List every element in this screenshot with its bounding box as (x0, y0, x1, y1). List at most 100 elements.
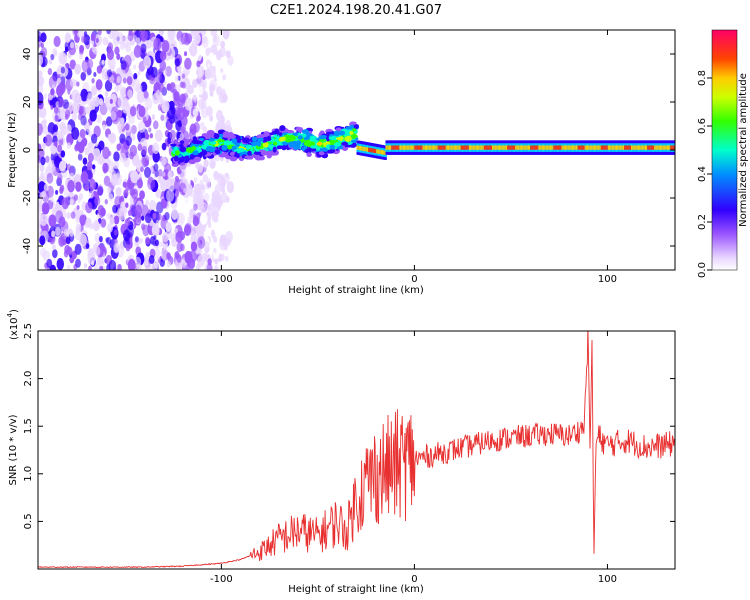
spectrogram-cell (187, 179, 191, 185)
spectrogram-cell (224, 255, 229, 262)
spectrogram-cell (158, 258, 162, 264)
spectrogram-cell (216, 119, 225, 132)
spectrogram-cell (183, 188, 187, 194)
spectrogram-cell (211, 210, 220, 223)
spectrogram-cell (50, 88, 55, 96)
spectrogram-cell (271, 130, 279, 135)
spectrogram-cell (256, 137, 264, 142)
spectrogram-cell (319, 138, 326, 142)
spectrogram-cell (120, 195, 125, 202)
spectrogram-cell (183, 155, 190, 160)
spectrogram-cell (58, 160, 66, 172)
spectrogram-cell (109, 98, 113, 104)
spectrogram-cell (106, 30, 111, 35)
spectrogram-cell (113, 160, 120, 170)
spectrogram-cell (206, 263, 213, 270)
spectrogram-cell (176, 131, 180, 137)
spectrogram-cell (81, 59, 90, 73)
spectrogram-cell (131, 124, 137, 135)
spectrogram-cell (127, 32, 134, 42)
spectrogram-cell (192, 108, 199, 118)
spectrogram-cell (316, 141, 323, 146)
spectrogram-cell (39, 235, 46, 246)
spectrogram-cell (49, 196, 54, 203)
spectrogram-cell (192, 30, 198, 35)
spectrogram-cell (194, 33, 201, 44)
spectrogram-cell (327, 149, 332, 154)
spectrogram-cell (136, 263, 142, 270)
spectrogram-cell (214, 149, 221, 155)
spectrogram-cell (134, 236, 139, 243)
spectrogram-cell (196, 64, 205, 78)
spectrogram-cell (96, 256, 103, 265)
spectrogram-cell (70, 199, 74, 205)
spectrogram-cell (238, 147, 245, 153)
spectrogram-cell (222, 151, 230, 158)
spectrogram-cell (91, 40, 95, 46)
spectrogram-cell (160, 156, 167, 167)
spectrogram-cell (145, 236, 150, 245)
spectrogram-cell (145, 106, 149, 112)
spectrogram-cell (158, 83, 165, 93)
spectrogram-cell (66, 264, 71, 270)
spectrogram-cell (154, 262, 159, 269)
spectrogram-cell (226, 144, 233, 150)
spectrogram-cell (85, 106, 90, 115)
spectrogram-cell (116, 53, 121, 60)
spectrogram-cell (60, 150, 66, 158)
spectrogram-cell (90, 133, 98, 144)
spectrogram-cell (107, 223, 114, 233)
spectrogram-cell (137, 70, 141, 76)
spectrogram-cell (136, 90, 145, 104)
spectrogram-cell (83, 31, 88, 37)
spectrogram-cell (114, 85, 119, 93)
spectrogram-cell (295, 126, 302, 132)
spectrogram-cell (286, 130, 295, 134)
spectrogram-cell (335, 136, 344, 141)
spectrogram-cell (71, 112, 77, 121)
spectrogram-cell (159, 50, 167, 61)
spectrogram-cell (193, 176, 198, 183)
spectrogram-cell (129, 105, 137, 117)
spectrogram-xlabel: Height of straight line (km) (288, 285, 424, 296)
spectrogram-cell (53, 106, 59, 114)
spectrogram-cell (139, 190, 145, 200)
snr-multiplier: (x104) (6, 309, 20, 340)
spectrogram-cell (110, 173, 119, 187)
spectrogram-cell (76, 81, 80, 87)
spectrogram-cell (135, 157, 140, 165)
spectrogram-cell (88, 178, 96, 191)
spectrogram-cell (209, 138, 215, 142)
spectrogram-cell (195, 116, 200, 123)
spectrogram-cell (209, 115, 214, 122)
spectrogram-cell (107, 42, 114, 51)
spectrogram-cell (61, 197, 70, 210)
spectrogram-cell (74, 63, 82, 75)
spectrogram-cell (60, 66, 66, 74)
spectrogram-cell (231, 138, 238, 144)
spectrogram-cell (47, 122, 56, 135)
spectrogram-cell (40, 32, 47, 43)
spectrogram-cell (88, 190, 94, 199)
spectrogram-cell (145, 199, 150, 206)
spectrogram-cell (129, 170, 135, 179)
spectrogram-cell (221, 187, 226, 194)
spectrogram-cell (77, 153, 83, 161)
spectrogram-cell (202, 35, 208, 44)
spectrogram-cell (38, 92, 44, 106)
spectrogram-cell (101, 68, 110, 81)
spectrogram-cell (197, 247, 203, 256)
spectrogram-cell (295, 140, 302, 146)
spectrogram-cell (87, 251, 96, 265)
y-tick-label: 20 (22, 96, 33, 109)
spectrogram-cell (39, 164, 45, 173)
spectrogram-cell (245, 144, 252, 149)
spectrogram-cell (251, 136, 258, 142)
spectrogram-cell (193, 121, 200, 133)
spectrogram-cell (65, 63, 70, 69)
svg-text:(x104): (x104) (6, 309, 20, 340)
spectrogram-cell (51, 230, 56, 238)
spectrogram-cell (176, 212, 185, 226)
spectrogram-cell (157, 213, 162, 221)
spectrogram-cell (104, 91, 109, 97)
